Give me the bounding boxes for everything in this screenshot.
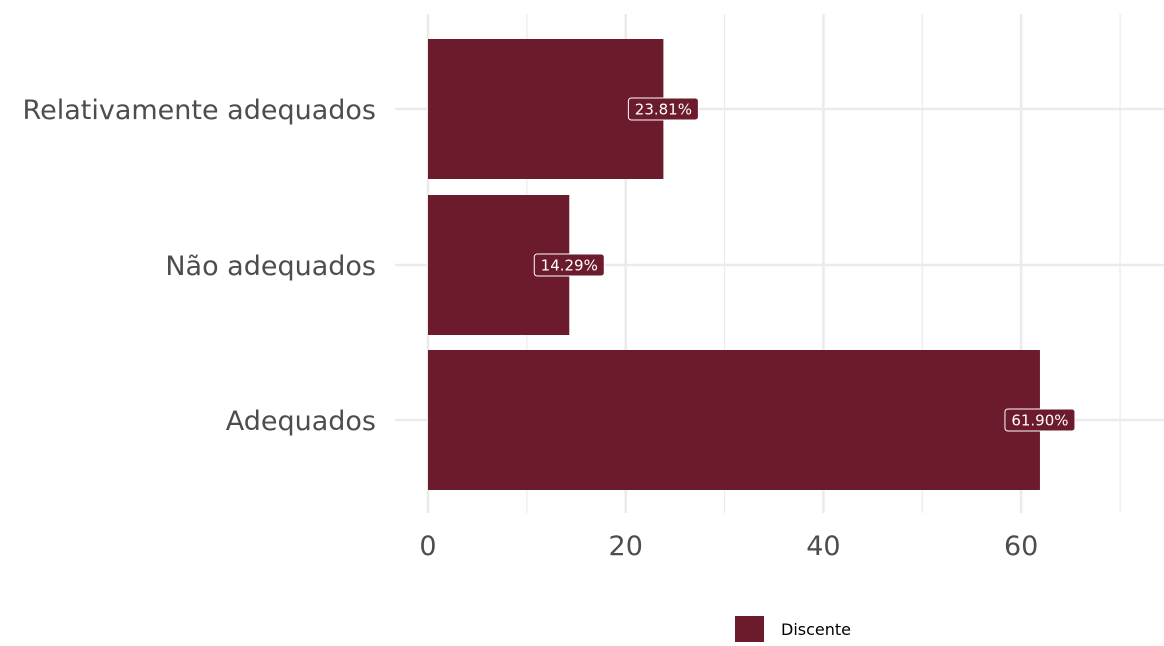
bar-adequados bbox=[428, 350, 1040, 490]
y-tick-label: Adequados bbox=[226, 406, 376, 437]
x-tick-label: 0 bbox=[419, 531, 436, 562]
legend-item: Discente bbox=[735, 616, 851, 642]
legend: Discente bbox=[735, 616, 851, 642]
data-label-adequados: 61.90% bbox=[1004, 408, 1076, 432]
data-label-text: 23.81% bbox=[635, 101, 692, 119]
y-tick-label: Relativamente adequados bbox=[23, 95, 376, 126]
data-label-text: 61.90% bbox=[1011, 412, 1068, 430]
x-tick-label: 20 bbox=[609, 531, 643, 562]
data-label-text: 14.29% bbox=[541, 257, 598, 275]
data-labels: 61.90% 14.29% 23.81% bbox=[533, 97, 1076, 432]
x-tick-label: 40 bbox=[806, 531, 840, 562]
bar-relativamente-adequados bbox=[428, 39, 664, 179]
legend-label: Discente bbox=[781, 620, 851, 639]
axes: Adequados Não adequados Relativamente adeq… bbox=[23, 95, 1039, 562]
data-label-n-o-adequados: 14.29% bbox=[533, 253, 605, 277]
x-tick-label: 60 bbox=[1004, 531, 1038, 562]
data-label-box bbox=[1004, 408, 1076, 432]
legend-swatch bbox=[735, 616, 764, 642]
data-label-relativamente-adequados: 23.81% bbox=[627, 97, 699, 121]
data-label-box bbox=[533, 253, 605, 277]
y-tick-label: Não adequados bbox=[165, 251, 376, 282]
data-label-box bbox=[627, 97, 699, 121]
